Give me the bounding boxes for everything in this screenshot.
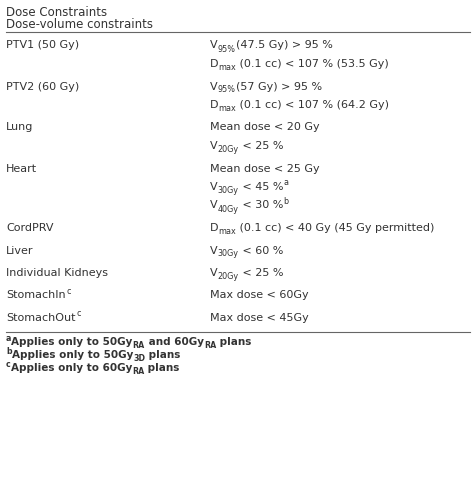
Text: 3D: 3D [133,354,145,363]
Text: (57 Gy) > 95 %: (57 Gy) > 95 % [236,82,322,92]
Text: < 60 %: < 60 % [238,246,283,255]
Text: PTV1 (50 Gy): PTV1 (50 Gy) [6,40,79,50]
Text: a: a [6,334,11,343]
Text: Heart: Heart [6,163,37,173]
Text: Applies only to 50Gy: Applies only to 50Gy [12,350,133,360]
Text: a: a [283,178,288,187]
Text: < 25 %: < 25 % [239,268,283,278]
Text: 95%: 95% [218,44,236,53]
Text: Liver: Liver [6,246,34,255]
Text: Dose Constraints: Dose Constraints [6,6,107,19]
Text: 30Gy: 30Gy [218,249,238,258]
Text: c: c [6,360,11,369]
Text: c: c [67,286,71,295]
Text: (0.1 cc) < 107 % (64.2 Gy): (0.1 cc) < 107 % (64.2 Gy) [236,100,389,110]
Text: max: max [219,104,236,113]
Text: plans: plans [216,337,252,347]
Text: Mean dose < 25 Gy: Mean dose < 25 Gy [210,163,319,173]
Text: and 60Gy: and 60Gy [145,337,204,347]
Text: (0.1 cc) < 107 % (53.5 Gy): (0.1 cc) < 107 % (53.5 Gy) [236,59,389,69]
Text: Max dose < 60Gy: Max dose < 60Gy [210,290,309,300]
Text: V: V [210,141,218,151]
Text: 20Gy: 20Gy [218,272,239,281]
Text: Dose-volume constraints: Dose-volume constraints [6,18,153,31]
Text: 20Gy: 20Gy [218,145,239,154]
Text: CordPRV: CordPRV [6,223,54,233]
Text: < 45 %: < 45 % [238,182,283,192]
Text: b: b [283,197,288,206]
Text: < 25 %: < 25 % [239,141,283,151]
Text: b: b [6,347,12,356]
Text: 40Gy: 40Gy [218,205,238,214]
Text: V: V [210,268,218,278]
Text: Max dose < 45Gy: Max dose < 45Gy [210,313,309,323]
Text: V: V [210,40,218,50]
Text: V: V [210,201,218,211]
Text: V: V [210,82,218,92]
Text: plans: plans [145,363,180,373]
Text: RA: RA [133,341,145,350]
Text: StomachIn: StomachIn [6,290,65,300]
Text: Lung: Lung [6,123,33,132]
Text: c: c [76,309,81,318]
Text: StomachOut: StomachOut [6,313,75,323]
Text: Applies only to 60Gy: Applies only to 60Gy [11,363,132,373]
Text: PTV2 (60 Gy): PTV2 (60 Gy) [6,82,79,92]
Text: V: V [210,182,218,192]
Text: 95%: 95% [218,86,236,95]
Text: Applies only to 50Gy: Applies only to 50Gy [11,337,133,347]
Text: D: D [210,100,219,110]
Text: RA: RA [132,367,145,376]
Text: plans: plans [145,350,181,360]
Text: D: D [210,223,219,233]
Text: (47.5 Gy) > 95 %: (47.5 Gy) > 95 % [236,40,332,50]
Text: V: V [210,246,218,255]
Text: 30Gy: 30Gy [218,186,238,195]
Text: D: D [210,59,219,69]
Text: max: max [219,227,236,236]
Text: max: max [219,63,236,72]
Text: < 30 %: < 30 % [238,201,283,211]
Text: Individual Kidneys: Individual Kidneys [6,268,108,278]
Text: Mean dose < 20 Gy: Mean dose < 20 Gy [210,123,319,132]
Text: RA: RA [204,341,216,350]
Text: (0.1 cc) < 40 Gy (45 Gy permitted): (0.1 cc) < 40 Gy (45 Gy permitted) [236,223,435,233]
